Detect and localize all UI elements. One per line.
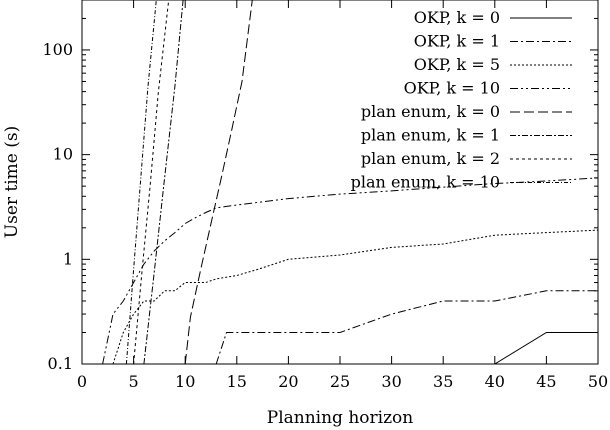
legend-label: OKP, k = 10 <box>404 79 500 98</box>
x-tick-label: 5 <box>129 372 139 391</box>
legend-label: plan enum, k = 0 <box>361 102 500 121</box>
series-line-4 <box>102 177 598 364</box>
legend-label: plan enum, k = 2 <box>361 149 500 168</box>
legend-label: OKP, k = 1 <box>414 32 500 51</box>
x-tick-label: 0 <box>77 372 87 391</box>
y-tick-label: 0.1 <box>48 354 73 373</box>
series-line-2 <box>215 290 598 364</box>
series-line-5 <box>184 0 253 364</box>
series-line-1 <box>494 332 598 364</box>
x-tick-label: 50 <box>588 372 608 391</box>
legend-label: plan enum, k = 10 <box>351 173 500 192</box>
axes: 0 5 10 15 20 25 30 35 40 45 50 0.1 1 10 100 <box>42 0 608 391</box>
x-tick-label: 15 <box>227 372 247 391</box>
x-tick-label: 20 <box>278 372 298 391</box>
x-tick-label: 45 <box>536 372 556 391</box>
legend-label: plan enum, k = 1 <box>361 126 500 145</box>
y-tick-label: 10 <box>53 145 73 164</box>
x-tick-label: 10 <box>175 372 195 391</box>
x-tick-label: 35 <box>433 372 453 391</box>
series-layer <box>102 0 598 364</box>
series-line-7 <box>133 0 170 364</box>
series-line-3 <box>112 229 598 364</box>
series-line-6 <box>143 0 184 364</box>
legend: OKP, k = 0 OKP, k = 1 OKP, k = 5 OKP, k = 1… <box>351 8 572 192</box>
y-axis-label: User time (s) <box>2 126 22 238</box>
series-line-8 <box>125 0 157 364</box>
legend-label: OKP, k = 5 <box>414 55 500 74</box>
x-axis-label: Planning horizon <box>267 408 414 428</box>
x-tick-label: 30 <box>381 372 401 391</box>
y-tick-label: 1 <box>63 249 73 268</box>
x-tick-label: 40 <box>485 372 505 391</box>
y-tick-label: 100 <box>42 40 73 59</box>
legend-label: OKP, k = 0 <box>414 8 500 27</box>
x-tick-label: 25 <box>330 372 350 391</box>
